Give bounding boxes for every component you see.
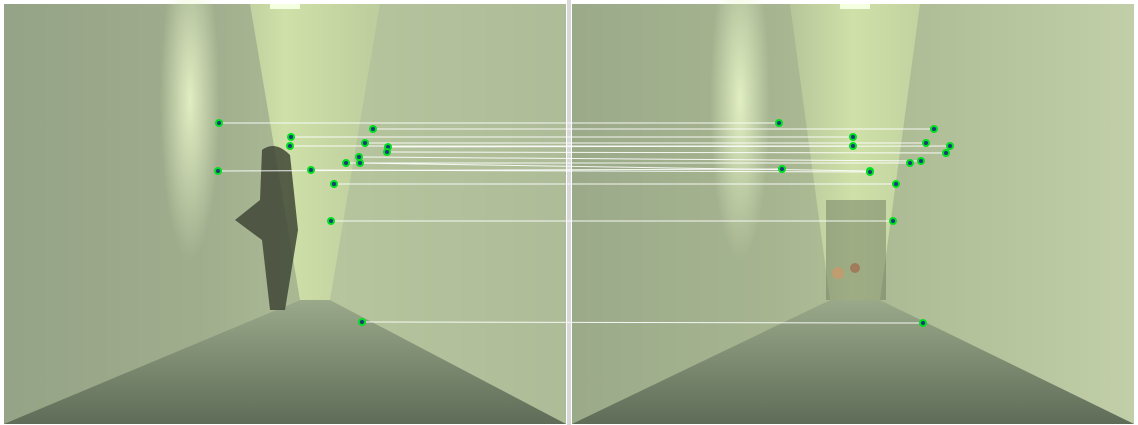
right-image: [572, 0, 1134, 424]
keypoint: [329, 219, 333, 223]
keypoint: [891, 219, 895, 223]
keypoint: [371, 127, 375, 131]
keypoint: [217, 121, 221, 125]
keypoint: [363, 141, 367, 145]
keypoint: [309, 168, 313, 172]
keypoint: [948, 144, 952, 148]
keypoint: [919, 159, 923, 163]
keypoint: [216, 169, 220, 173]
keypoint: [288, 144, 292, 148]
feature-matches: [217, 122, 951, 324]
keypoint: [894, 182, 898, 186]
keypoint: [868, 170, 872, 174]
keypoint: [385, 150, 389, 154]
keypoint: [921, 321, 925, 325]
keypoint: [289, 135, 293, 139]
keypoint: [357, 155, 361, 159]
keypoint: [777, 121, 781, 125]
keypoint: [344, 161, 348, 165]
keypoint: [780, 167, 784, 171]
keypoint: [908, 161, 912, 165]
keypoints: [214, 119, 954, 327]
keypoint: [932, 127, 936, 131]
separator: [567, 0, 571, 425]
keypoint: [332, 182, 336, 186]
keypoint: [851, 144, 855, 148]
keypoint: [358, 161, 362, 165]
keypoint: [944, 151, 948, 155]
keypoint: [360, 320, 364, 324]
keypoint: [924, 141, 928, 145]
left-image: [4, 0, 566, 424]
keypoint: [851, 135, 855, 139]
